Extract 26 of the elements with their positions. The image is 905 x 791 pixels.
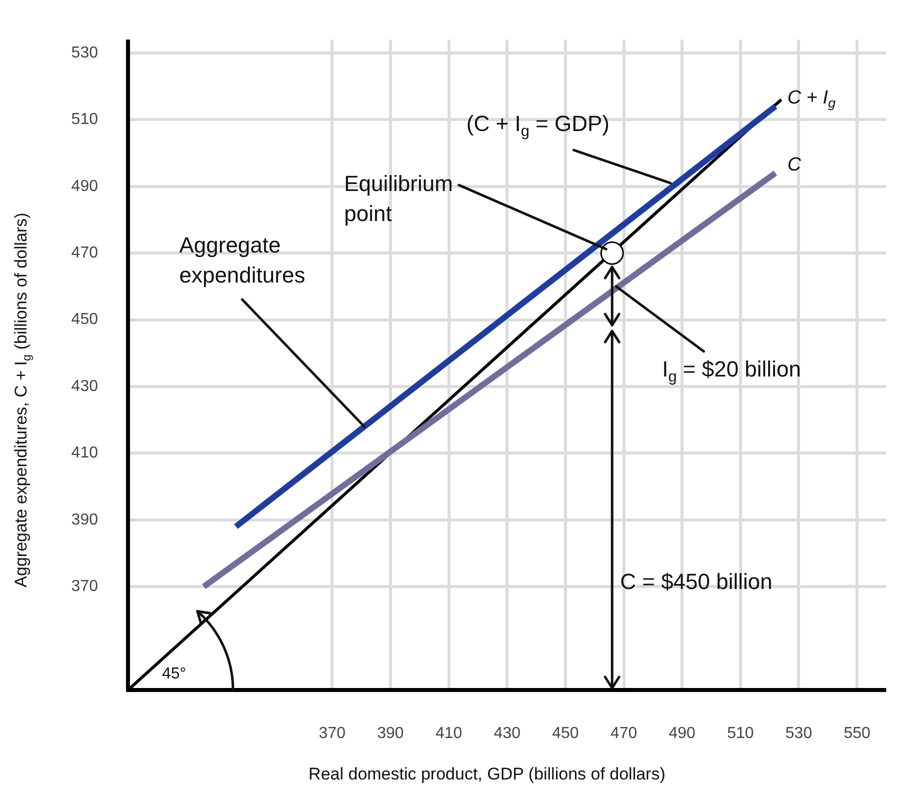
y-tick-label: 370 (71, 578, 98, 596)
y-tick-label: 390 (71, 511, 98, 528)
x-tick-label: 530 (785, 725, 812, 742)
x-tick-label: 490 (668, 725, 696, 742)
x-tick-label: 410 (435, 725, 462, 742)
y-tick-label: 410 (71, 444, 98, 462)
y-tick-label: 430 (71, 378, 98, 395)
y-axis-title: Aggregate expenditures, C + Ig (billions of dollars) (12, 212, 34, 588)
x-axis-title: Real domestic product, GDP (billions of dollars) (308, 764, 666, 784)
x-tick-label: 550 (844, 725, 871, 742)
annotation: C = $450 billion (620, 569, 772, 594)
y-tick-label: 510 (71, 111, 98, 128)
x-tick-label: 450 (552, 725, 579, 742)
y-tick-label: 490 (71, 178, 98, 195)
x-tick-label: 470 (610, 725, 638, 742)
annotation: 45° (162, 665, 186, 682)
x-tick-label: 390 (377, 725, 404, 742)
series-label: C (787, 154, 802, 176)
annotation: Aggregate expenditures (179, 232, 306, 288)
x-tick-label: 370 (318, 725, 346, 742)
annotation: Equilibrium point (344, 171, 453, 226)
y-tick-label: 470 (71, 244, 98, 262)
x-tick-label: 430 (494, 725, 521, 742)
x-tick-label: 510 (727, 725, 754, 742)
y-tick-label: 450 (71, 311, 98, 328)
y-tick-label: 530 (71, 44, 98, 62)
